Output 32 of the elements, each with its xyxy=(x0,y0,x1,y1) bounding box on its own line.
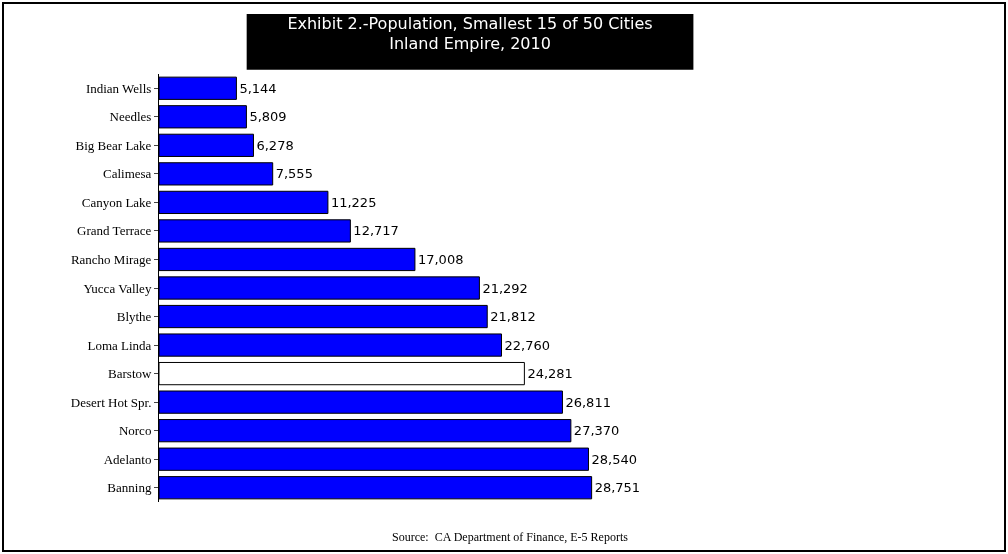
data-label: 7,555 xyxy=(275,166,313,182)
data-label: 6,278 xyxy=(256,137,294,153)
y-tick-label: Indian Wells xyxy=(85,80,152,96)
data-label: 5,809 xyxy=(249,109,287,125)
data-label: 11,225 xyxy=(330,194,377,210)
y-tick-label: Canyon Lake xyxy=(81,194,152,210)
data-label: 26,811 xyxy=(565,394,611,410)
chart-title: Exhibit 2.-Population, Smallest 15 of 50 Cities Inland Empire, 2010 xyxy=(287,13,653,54)
source-note: Source: CA Department of Finance, E-5 Reports xyxy=(392,530,629,544)
data-label: 5,144 xyxy=(239,80,277,96)
y-tick-label: Grand Terrace xyxy=(77,223,152,239)
y-tick-label: Desert Hot Spr. xyxy=(70,394,152,410)
y-tick-label: Banning xyxy=(107,480,152,496)
y-tick-label: Adelanto xyxy=(103,451,152,467)
data-label: 22,760 xyxy=(504,337,550,353)
data-label: 21,292 xyxy=(482,280,528,296)
y-tick-label: Loma Linda xyxy=(87,337,152,353)
data-label: 24,281 xyxy=(527,366,573,382)
y-tick-label: Blythe xyxy=(116,309,152,325)
y-tick-label: Calimesa xyxy=(103,166,152,182)
y-tick-label: Yucca Valley xyxy=(83,280,152,296)
y-tick-label: Rancho Mirage xyxy=(70,252,152,268)
y-tick-label: Big Bear Lake xyxy=(75,137,152,153)
data-label: 12,717 xyxy=(353,223,399,239)
y-tick-label: Norco xyxy=(118,423,152,439)
data-label: 17,008 xyxy=(417,251,464,267)
data-label: 27,370 xyxy=(573,423,620,439)
data-label: 28,540 xyxy=(591,451,637,467)
data-label: 28,751 xyxy=(594,480,641,496)
y-tick-label: Barstow xyxy=(108,366,152,382)
y-tick-label: Needles xyxy=(109,109,152,125)
data-label: 21,812 xyxy=(490,309,536,325)
